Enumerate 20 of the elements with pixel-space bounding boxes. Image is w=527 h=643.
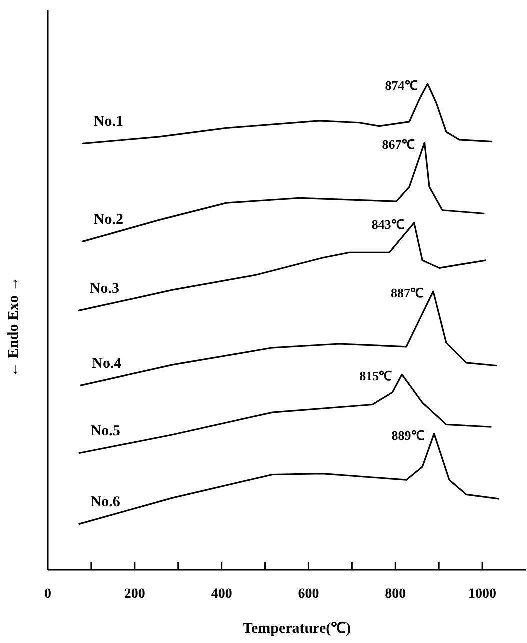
annotation: 874℃: [385, 78, 418, 93]
x-tick-label: 400: [211, 587, 232, 602]
x-tick-label: 600: [298, 587, 320, 602]
annotation: 887℃: [390, 286, 424, 301]
x-tick-label: 200: [124, 587, 146, 602]
annotation: 889℃: [392, 428, 424, 443]
series-label: No.5: [90, 423, 120, 440]
x-tick-label: 0: [44, 587, 52, 602]
series-label: No.3: [90, 280, 120, 297]
x-tick-label: 1000: [468, 587, 497, 602]
x-tick-label: 800: [385, 587, 406, 602]
annotation: 815℃: [360, 368, 392, 384]
series-label: No.6: [90, 494, 121, 510]
series-label: No.4: [92, 356, 122, 372]
series-label: No.2: [94, 212, 124, 228]
annotation: 867℃: [382, 136, 415, 152]
series-label: No.1: [94, 114, 124, 130]
annotation: 843℃: [372, 216, 404, 232]
x-axis-title: Temperature(℃): [242, 621, 352, 637]
y-axis-title: ← Endo Exo →: [6, 276, 22, 378]
